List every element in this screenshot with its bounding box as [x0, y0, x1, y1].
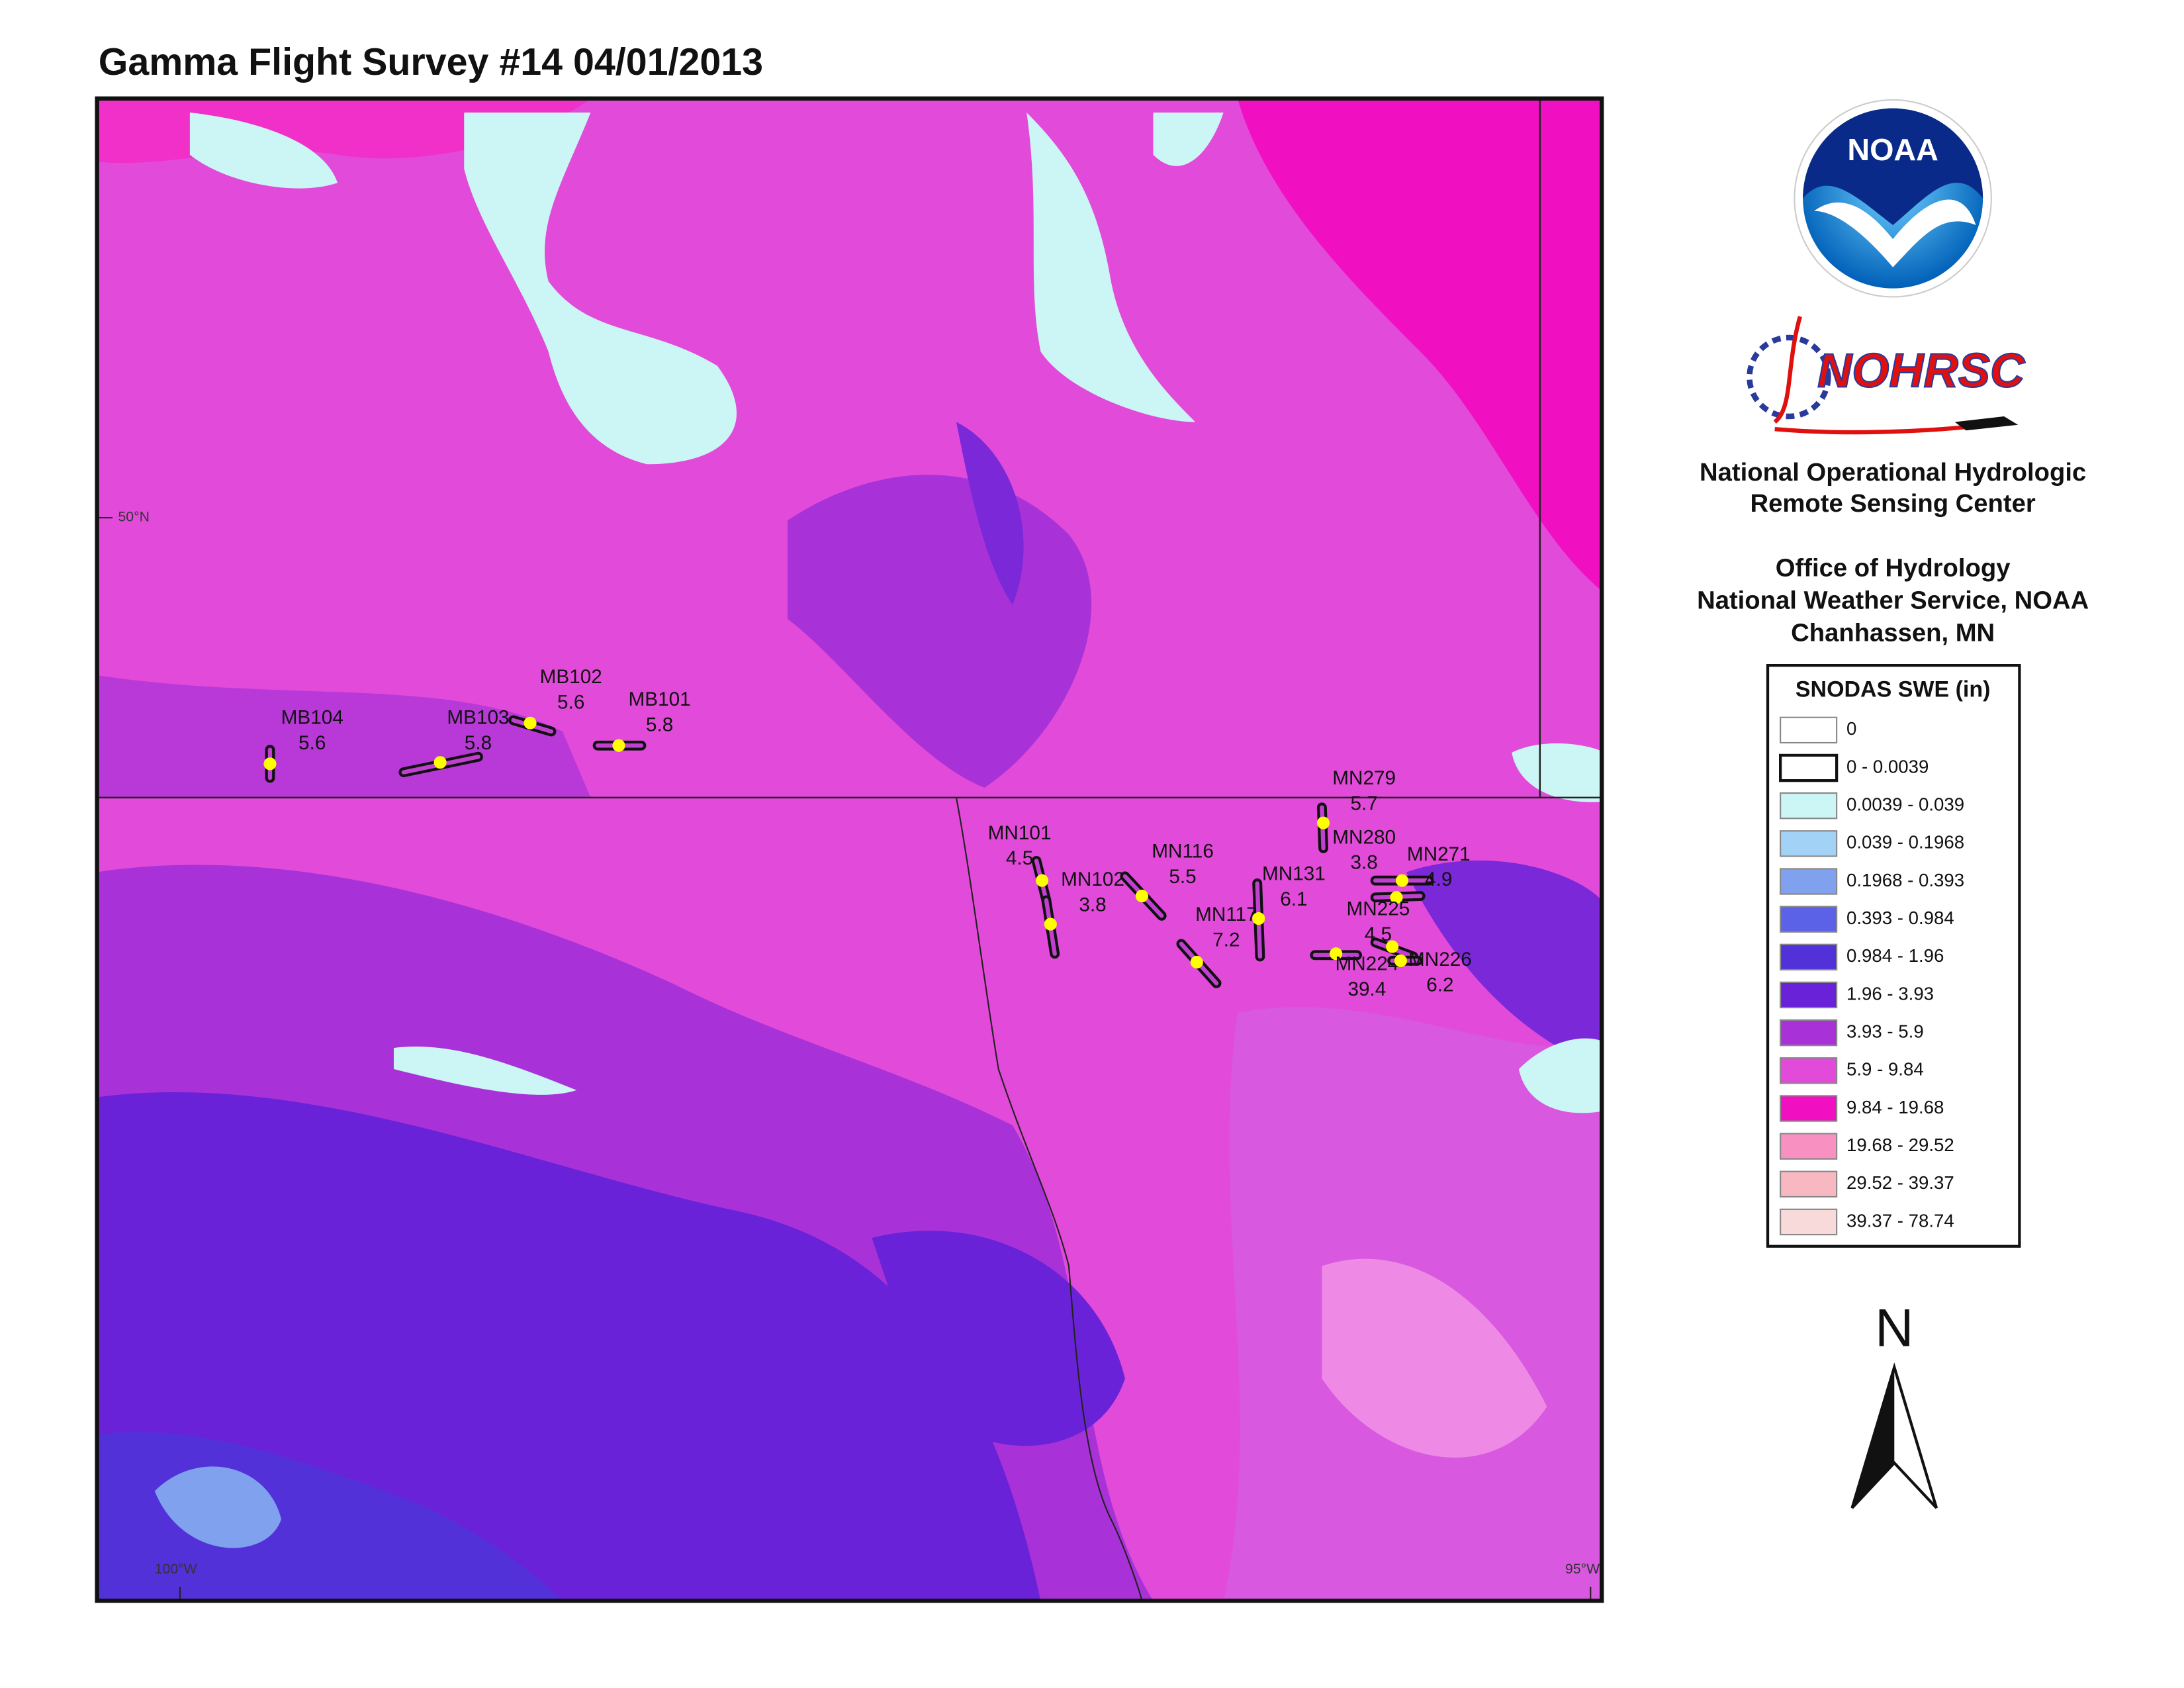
flight-swe: 4.9	[1425, 868, 1452, 890]
flight-point	[1330, 947, 1343, 961]
flight-name: MN131	[1262, 863, 1326, 885]
agency-line: Remote Sensing Center	[1750, 489, 2035, 518]
flight-swe: 5.7	[1351, 792, 1378, 814]
flight-swe: 5.5	[1169, 866, 1196, 888]
flight-swe: 3.8	[1351, 852, 1378, 874]
legend-swatch	[1780, 1019, 1838, 1047]
flight-name: MB103	[447, 707, 509, 729]
flight-point	[433, 756, 447, 769]
legend-label: 0.984 - 1.96	[1846, 945, 1944, 966]
flight-name: MN117	[1195, 904, 1257, 925]
map-frame	[95, 96, 1604, 1603]
flight-point	[1252, 912, 1265, 925]
flight-point	[1190, 955, 1203, 969]
flight-point	[1394, 954, 1407, 967]
flight-point	[1386, 940, 1399, 953]
agency-line: Chanhassen, MN	[1791, 618, 1995, 647]
legend-label: 3.93 - 5.9	[1846, 1021, 1924, 1041]
flight-point	[1390, 891, 1403, 904]
flight-swe: 5.6	[557, 691, 584, 713]
legend-swatch	[1780, 1170, 1838, 1197]
lon-label: 95°W	[1565, 1561, 1600, 1577]
flight-swe: 4.5	[1006, 847, 1033, 869]
north-arrow: N	[1850, 1299, 1938, 1509]
flight-name: MN102	[1061, 868, 1124, 890]
noaa-text: NOAA	[1847, 132, 1938, 167]
agency-line: Office of Hydrology	[1776, 554, 2011, 583]
legend-swatch	[1779, 753, 1839, 782]
flight-swe: 7.2	[1212, 929, 1240, 951]
legend-label: 19.68 - 29.52	[1846, 1135, 1954, 1155]
legend-label: 0.0039 - 0.039	[1846, 794, 1964, 814]
legend-label: 9.84 - 19.68	[1846, 1097, 1944, 1117]
flight-lines: MB104 5.6 MB103 5.8 MB102 5.6 MB101 5.8 MN279 5.7…	[263, 666, 1472, 1000]
north-label: N	[1875, 1299, 1913, 1358]
lon-label: 100°W	[155, 1561, 197, 1577]
flight-point	[1044, 917, 1057, 931]
flight-name: MB101	[628, 688, 690, 710]
legend-label: 0 - 0.0039	[1846, 756, 1929, 776]
legend-swatch	[1780, 943, 1838, 971]
legend-swatch	[1780, 868, 1838, 895]
legend-label: 0.393 - 0.984	[1846, 908, 1954, 928]
flight-swe: 4.5	[1365, 923, 1392, 945]
snow-raster	[97, 98, 1602, 1601]
legend-swatch	[1780, 792, 1838, 820]
flight-point	[612, 739, 625, 752]
legend-swatch	[1780, 1208, 1838, 1236]
noaa-logo: NOAA	[1794, 99, 1992, 298]
flight-name: MN226	[1408, 949, 1472, 970]
nohrsc-text: NOHRSC	[1817, 344, 2026, 397]
agency-line: National Weather Service, NOAA	[1697, 586, 2089, 615]
legend-label: 39.37 - 78.74	[1846, 1210, 1954, 1231]
flight-swe: 39.4	[1347, 978, 1386, 1000]
flight-point	[263, 757, 277, 771]
lat-label: 50°N	[118, 509, 149, 525]
agency-line: National Operational Hydrologic	[1700, 458, 2086, 487]
flight-swe: 3.8	[1079, 894, 1106, 915]
flight-name: MN116	[1152, 841, 1214, 863]
legend-swatch	[1780, 716, 1838, 744]
flight-point	[1316, 816, 1330, 829]
flight-name: MN271	[1407, 843, 1471, 865]
legend: SNODAS SWE (in) 0 0 - 0.0039 0.0039 - 0.03…	[1766, 664, 2021, 1248]
flight-swe: 5.6	[298, 732, 326, 754]
legend-swatch	[1780, 906, 1838, 933]
legend-label: 5.9 - 9.84	[1846, 1059, 1924, 1080]
legend-swatch	[1780, 1095, 1838, 1122]
flight-name: MN279	[1332, 767, 1396, 789]
legend-label: 0	[1846, 718, 1856, 739]
flight-name: MN224	[1335, 953, 1398, 975]
flight-point	[1395, 874, 1409, 887]
flight-point	[523, 716, 537, 729]
map-title: Gamma Flight Survey #14 04/01/2013	[99, 41, 763, 83]
flight-swe: 6.1	[1280, 888, 1307, 910]
legend-label: 29.52 - 39.37	[1846, 1172, 1954, 1193]
legend-swatch	[1780, 981, 1838, 1009]
legend-swatch	[1780, 1133, 1838, 1160]
legend-label: 0.039 - 0.1968	[1846, 832, 1964, 853]
flight-name: MN280	[1332, 826, 1396, 848]
legend-label: 0.1968 - 0.393	[1846, 870, 1964, 890]
nohrsc-logo: NOHRSC	[1747, 316, 2026, 435]
legend-label: 1.96 - 3.93	[1846, 983, 1934, 1004]
flight-name: MN225	[1346, 898, 1410, 920]
flight-point	[1135, 890, 1148, 903]
flight-swe: 5.8	[465, 732, 492, 754]
flight-swe: 5.8	[646, 714, 673, 735]
flight-name: MB102	[540, 666, 602, 688]
legend-title: SNODAS SWE (in)	[1796, 677, 1991, 702]
flight-name: MB104	[281, 707, 343, 729]
flight-name: MN101	[988, 822, 1052, 844]
flight-swe: 6.2	[1426, 974, 1453, 996]
flight-point	[1036, 874, 1049, 887]
legend-swatch	[1780, 1057, 1838, 1084]
legend-swatch	[1780, 830, 1838, 857]
